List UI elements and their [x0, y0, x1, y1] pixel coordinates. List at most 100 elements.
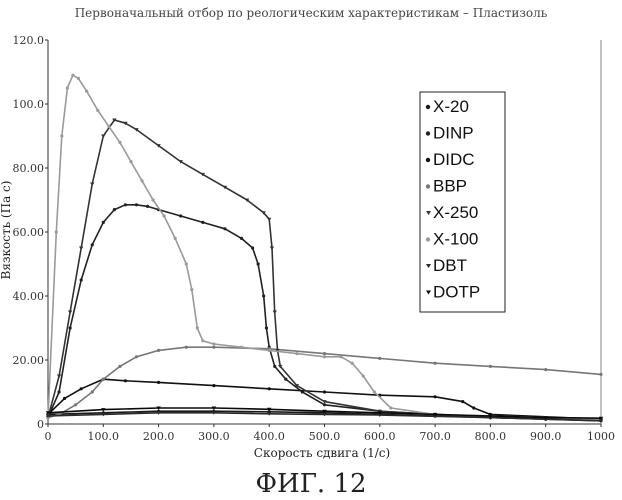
data-point — [80, 387, 83, 390]
data-point — [434, 362, 437, 365]
legend-label: BBP — [433, 177, 467, 196]
x-tick-label: 300.0 — [198, 430, 230, 443]
data-point — [185, 262, 188, 265]
data-point — [66, 86, 69, 89]
data-point — [339, 355, 342, 358]
data-point — [190, 288, 193, 291]
data-point — [434, 395, 437, 398]
data-point — [251, 246, 254, 249]
data-point — [362, 374, 365, 377]
legend-marker — [426, 237, 430, 241]
y-tick-label: 120.0 — [13, 34, 45, 47]
data-point — [268, 387, 271, 390]
y-tick-label: 0 — [37, 418, 44, 431]
data-point — [163, 214, 166, 217]
legend-marker — [426, 105, 430, 109]
data-point — [60, 134, 63, 137]
data-point — [146, 205, 149, 208]
data-point — [212, 342, 215, 345]
data-point — [68, 311, 72, 315]
data-point — [118, 141, 121, 144]
data-point — [140, 179, 143, 182]
legend-marker — [426, 131, 430, 135]
y-axis-label: Вязкость (Па с) — [0, 181, 13, 280]
legend-item: X-20 — [426, 97, 469, 116]
data-point — [351, 362, 354, 365]
legend-marker — [426, 158, 430, 162]
data-point — [268, 349, 271, 352]
plot-area: 0100.0200.0300.0400.0500.0600.0700.0800.… — [13, 34, 616, 443]
legend-item: DBT — [426, 256, 467, 275]
data-point — [295, 352, 298, 355]
data-point — [71, 74, 74, 77]
legend-item: DINP — [426, 124, 474, 143]
data-point — [378, 357, 381, 360]
data-point — [91, 390, 94, 393]
data-point — [77, 77, 80, 80]
legend-label: X-100 — [433, 230, 478, 249]
data-point — [102, 221, 105, 224]
data-point — [240, 346, 243, 349]
data-point — [102, 378, 105, 381]
series-x-250 — [46, 119, 603, 422]
chart: Первоначальный отбор по реологическим ха… — [0, 0, 622, 500]
y-tick-label: 40.00 — [13, 290, 45, 303]
data-point — [107, 125, 110, 128]
data-point — [201, 339, 204, 342]
y-tick-label: 20.00 — [13, 354, 45, 367]
data-point — [101, 135, 105, 139]
data-point — [240, 237, 243, 240]
data-point — [461, 400, 464, 403]
data-point — [212, 346, 215, 349]
data-point — [196, 326, 199, 329]
figure-caption: ФИГ. 12 — [255, 469, 366, 499]
legend-item: X-250 — [426, 203, 478, 222]
legend-marker — [426, 184, 430, 188]
data-point — [389, 406, 392, 409]
x-tick-label: 200.0 — [143, 430, 175, 443]
data-point — [157, 349, 160, 352]
data-point — [257, 262, 260, 265]
data-point — [201, 221, 204, 224]
data-point — [472, 406, 475, 409]
data-point — [55, 230, 58, 233]
data-point — [223, 227, 226, 230]
data-point — [373, 390, 376, 393]
data-point — [96, 109, 99, 112]
data-point — [489, 365, 492, 368]
data-point — [129, 160, 132, 163]
data-point — [135, 203, 138, 206]
data-point — [74, 403, 77, 406]
x-tick-label: 100.0 — [88, 430, 120, 443]
data-point — [273, 365, 276, 368]
data-point — [284, 378, 287, 381]
legend-label: DIDC — [433, 150, 475, 169]
y-tick-label: 80.00 — [13, 162, 45, 175]
legend: X-20DINPDIDCBBPX-250X-100DBTDOTP — [420, 92, 505, 312]
chart-title: Первоначальный отбор по реологическим ха… — [75, 6, 548, 20]
data-point — [79, 247, 83, 251]
data-point — [124, 379, 127, 382]
legend-label: X-250 — [433, 203, 478, 222]
data-point — [185, 346, 188, 349]
data-point — [57, 390, 60, 393]
x-axis-label: Скорость сдвига (1/с) — [254, 446, 390, 460]
data-point — [157, 381, 160, 384]
legend-item: X-100 — [426, 230, 479, 249]
data-point — [265, 326, 268, 329]
data-point — [80, 278, 83, 281]
data-point — [544, 368, 547, 371]
x-tick-label: 0 — [45, 430, 52, 443]
data-point — [85, 90, 88, 93]
data-point — [91, 243, 94, 246]
data-point — [323, 352, 326, 355]
data-point — [262, 294, 265, 297]
data-point — [323, 390, 326, 393]
data-point — [57, 375, 61, 379]
data-point — [273, 311, 277, 315]
legend-label: X-20 — [433, 97, 469, 116]
series-line-x-250 — [48, 120, 601, 419]
data-point — [267, 218, 271, 222]
legend-label: DBT — [433, 256, 467, 275]
data-point — [212, 384, 215, 387]
